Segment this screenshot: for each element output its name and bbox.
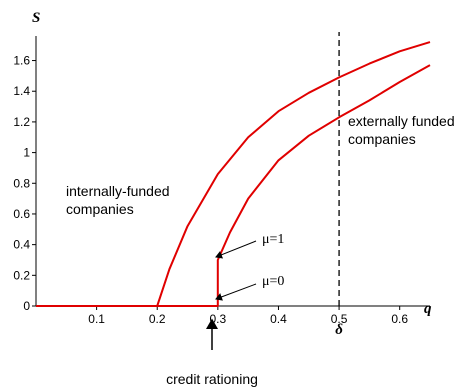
y-tick-label: 0.2 xyxy=(13,268,30,282)
x-tick-label: 0.2 xyxy=(149,312,166,326)
x-tick-label: 0.4 xyxy=(270,312,287,326)
internal-label-line1: internally-funded xyxy=(66,183,170,199)
internal-label-line2: companies xyxy=(66,201,134,217)
vline-layer: δ xyxy=(335,32,343,338)
y-tick-label: 1 xyxy=(23,146,30,160)
mu0-arrow xyxy=(215,283,257,301)
x-tick-label: 0.5 xyxy=(331,312,348,326)
external-label-line1: externally funded xyxy=(348,113,455,129)
y-ticks: 0 0.2 0.4 0.6 0.8 1 1.2 1.4 1.6 xyxy=(13,54,36,313)
x-ticks: 0.1 0.2 0.3 0.4 0.5 0.6 xyxy=(88,306,408,326)
y-axis-label: S xyxy=(32,10,40,26)
y-tick-label: 0.8 xyxy=(13,176,30,190)
credit-rationing-label: credit rationing xyxy=(166,371,258,387)
y-tick-label: 0.6 xyxy=(13,207,30,221)
series-line-1 xyxy=(36,41,431,307)
mu1-arrow xyxy=(215,240,257,259)
external-label-line2: companies xyxy=(348,131,416,147)
series-line-2 xyxy=(36,64,431,307)
x-axis-label: q xyxy=(424,301,432,317)
axes xyxy=(35,36,430,307)
x-tick-label: 0.1 xyxy=(88,312,105,326)
x-tick-label: 0.6 xyxy=(391,312,408,326)
y-tick-label: 1.4 xyxy=(13,84,30,98)
mu1-label: μ=1 xyxy=(262,232,284,247)
y-tick-label: 0 xyxy=(23,299,30,313)
delta-label: δ xyxy=(335,322,343,338)
y-tick-label: 1.6 xyxy=(13,54,30,68)
mu0-label: μ=0 xyxy=(262,274,284,289)
series-layer xyxy=(36,41,431,307)
y-tick-label: 0.4 xyxy=(13,238,30,252)
y-tick-label: 1.2 xyxy=(13,115,30,129)
